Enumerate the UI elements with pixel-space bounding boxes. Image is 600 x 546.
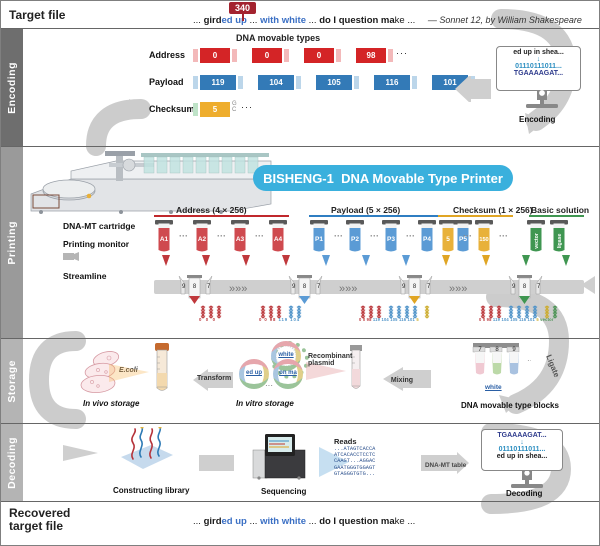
svg-text:7: 7 bbox=[537, 284, 541, 290]
svg-text:»»»: »»» bbox=[449, 283, 467, 295]
svg-text:vector: vector bbox=[534, 233, 540, 249]
svg-text:ligase: ligase bbox=[557, 234, 563, 249]
svg-text:150: 150 bbox=[479, 237, 488, 243]
svg-text:···: ··· bbox=[370, 231, 379, 241]
svg-text:9: 9 bbox=[182, 284, 186, 290]
svg-text:P2: P2 bbox=[351, 236, 359, 243]
svg-text:···: ··· bbox=[499, 231, 508, 241]
svg-text:P4: P4 bbox=[423, 236, 431, 243]
svg-text:···: ··· bbox=[406, 231, 415, 241]
svg-text:9: 9 bbox=[512, 284, 516, 290]
svg-text:···: ··· bbox=[527, 356, 531, 365]
svg-text:»»»: »»» bbox=[339, 283, 357, 295]
svg-text:···: ··· bbox=[255, 231, 264, 241]
svg-text:A3: A3 bbox=[236, 236, 245, 243]
svg-text:···: ··· bbox=[179, 231, 188, 241]
svg-text:A4: A4 bbox=[274, 236, 283, 243]
svg-text:Mixing: Mixing bbox=[391, 377, 413, 384]
svg-text:»»»: »»» bbox=[229, 283, 247, 295]
svg-text:···: ··· bbox=[334, 231, 343, 241]
svg-text:7: 7 bbox=[317, 284, 321, 290]
svg-text:A1: A1 bbox=[160, 236, 169, 243]
svg-text:P1: P1 bbox=[315, 236, 323, 243]
svg-text:5: 5 bbox=[446, 236, 450, 243]
svg-text:···: ··· bbox=[217, 231, 226, 241]
svg-text:7: 7 bbox=[427, 284, 431, 290]
svg-text:9: 9 bbox=[292, 284, 296, 290]
svg-text:DNA-MT table: DNA-MT table bbox=[425, 462, 467, 469]
svg-text:···: ··· bbox=[463, 231, 472, 241]
svg-text:9: 9 bbox=[402, 284, 406, 290]
svg-text:7: 7 bbox=[207, 284, 211, 290]
svg-text:P3: P3 bbox=[387, 236, 395, 243]
svg-text:A2: A2 bbox=[198, 236, 207, 243]
